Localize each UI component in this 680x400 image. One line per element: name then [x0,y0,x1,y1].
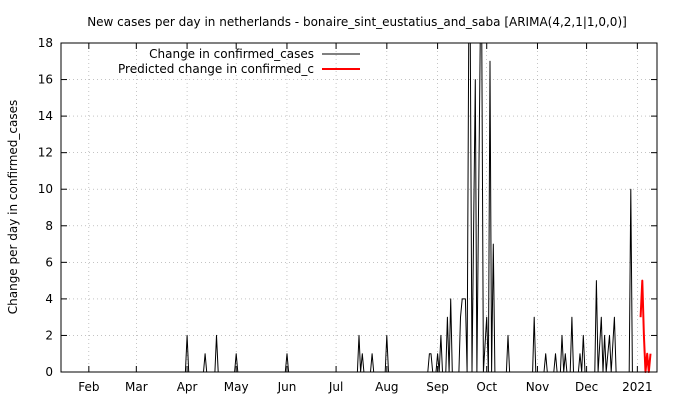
x-tick-label: Sep [426,380,449,394]
x-tick-label: Dec [575,380,598,394]
y-axis-label: Change per day in confirmed_cases [6,100,20,315]
series-line-predicted [639,279,652,373]
x-tick-label: Oct [476,380,497,394]
x-tick-label: 2021 [622,380,653,394]
x-tick-label: Jun [277,380,297,394]
x-tick-label: May [224,380,249,394]
y-tick-label: 0 [45,365,53,379]
chart-title: New cases per day in netherlands - bonai… [87,15,627,29]
grid-lines [61,43,657,372]
y-tick-label: 16 [38,73,53,87]
x-tick-label: Aug [375,380,398,394]
y-tick-label: 18 [38,36,53,50]
legend-label-confirmed: Change in confirmed_cases [149,47,314,61]
y-tick-label: 12 [38,146,53,160]
legend-label-predicted: Predicted change in confirmed_c [118,62,314,76]
axis-ticks: 0 2 4 6 8 10 12 14 16 18 Feb Mar Apr May Jun Jul Aug Sep O… [38,36,657,394]
y-tick-label: 8 [45,219,53,233]
y-tick-label: 14 [38,109,53,123]
plot-frame [60,42,658,373]
x-tick-label: Mar [125,380,148,394]
y-tick-label: 4 [45,292,53,306]
series-line-confirmed [61,42,639,373]
x-tick-label: Apr [177,380,198,394]
y-tick-label: 6 [45,255,53,269]
x-tick-label: Jul [328,380,343,394]
legend: Change in confirmed_cases Predicted chan… [118,47,360,76]
plot-series [61,42,652,373]
x-tick-label: Feb [78,380,99,394]
x-tick-label: Nov [526,380,549,394]
y-tick-label: 10 [38,182,53,196]
y-tick-label: 2 [45,328,53,342]
